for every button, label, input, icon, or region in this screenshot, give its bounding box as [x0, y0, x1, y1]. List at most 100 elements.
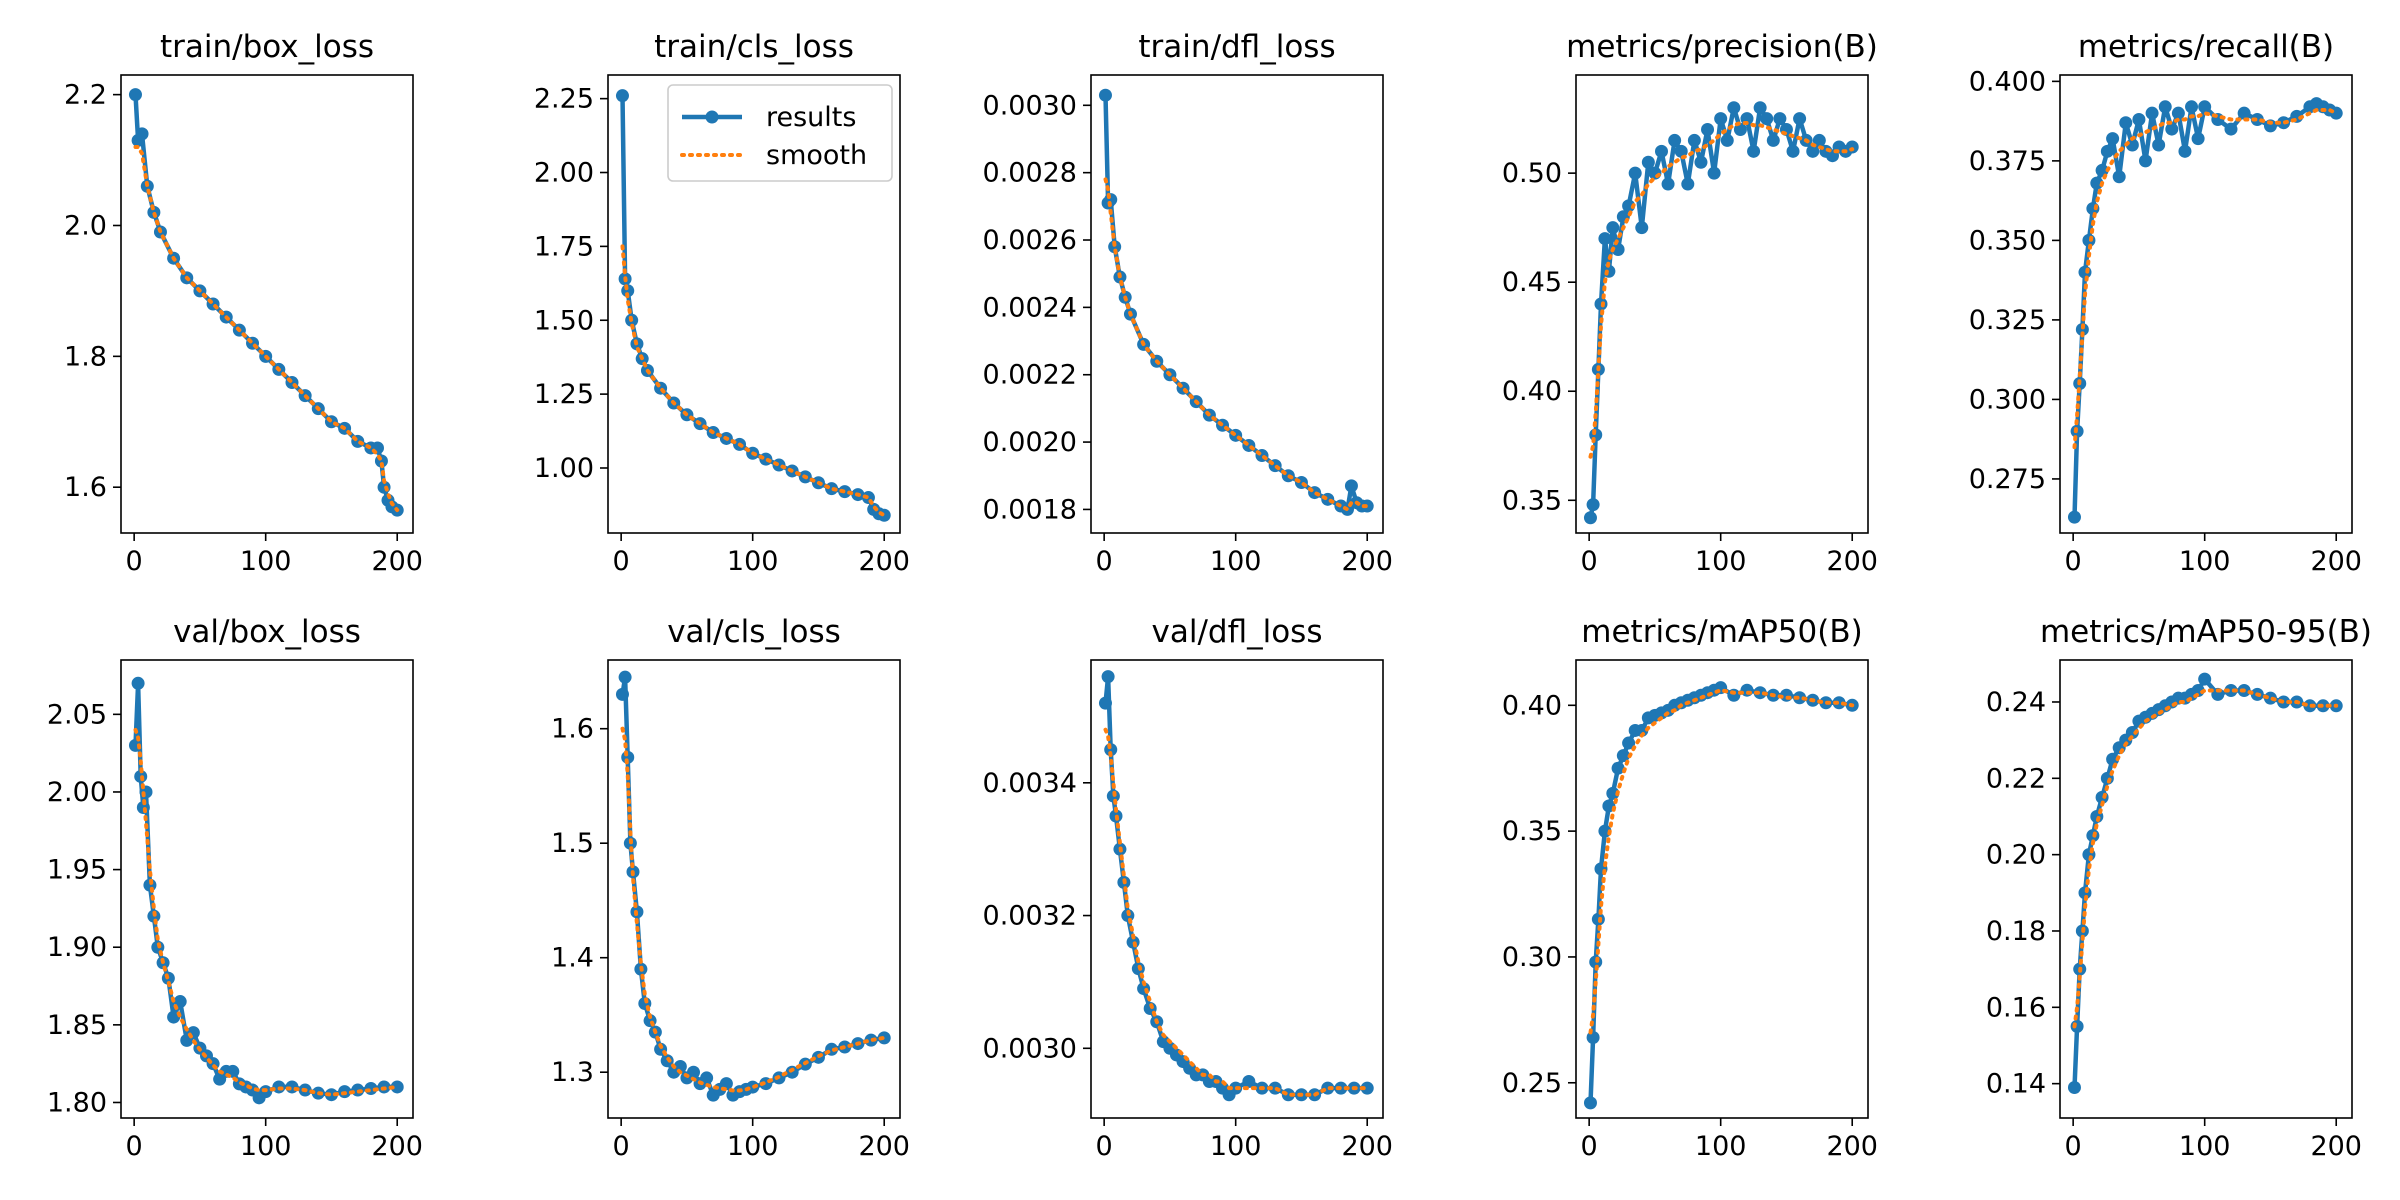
y-tick-label: 0.35 — [1502, 816, 1562, 847]
results-point — [1101, 670, 1115, 684]
y-tick-label: 0.0030 — [983, 1033, 1077, 1064]
x-tick-label: 200 — [858, 1131, 910, 1162]
results-point — [2178, 144, 2192, 158]
results-point — [2152, 138, 2166, 152]
results-point — [615, 89, 629, 103]
x-tick-label: 0 — [613, 1131, 630, 1162]
results-point — [2090, 176, 2104, 190]
y-tick-label: 0.35 — [1502, 485, 1562, 516]
results-point — [2165, 122, 2179, 136]
results-point — [1344, 479, 1358, 493]
subplot-title: val/cls_loss — [667, 614, 841, 650]
x-tick-label: 100 — [240, 546, 292, 577]
y-tick-label: 0.0024 — [983, 292, 1077, 323]
results-point — [1727, 101, 1741, 115]
results-point — [1714, 112, 1728, 126]
legend-results-marker — [705, 110, 719, 124]
results-point — [1611, 242, 1625, 256]
subplot-title: train/dfl_loss — [1138, 29, 1335, 65]
y-tick-label: 1.00 — [534, 453, 594, 484]
subplot-train_cls_loss: train/cls_loss 0 100 200 1.00 1.25 1.50 1.75 2.0… — [534, 29, 910, 577]
results-point — [1707, 166, 1721, 180]
x-tick-label: 0 — [1581, 1131, 1598, 1162]
y-tick-label: 0.0020 — [983, 427, 1077, 458]
results-line — [133, 681, 398, 1101]
y-tick-label: 1.95 — [47, 855, 107, 886]
subplot-title: val/dfl_loss — [1152, 614, 1323, 650]
smooth-line — [133, 727, 400, 1097]
y-tick-label: 0.0022 — [983, 360, 1077, 391]
y-tick-label: 1.50 — [534, 305, 594, 336]
results-point — [128, 88, 142, 102]
x-tick-label: 200 — [1341, 546, 1393, 577]
x-tick-label: 100 — [2179, 546, 2231, 577]
results-point — [2112, 170, 2126, 184]
x-tick-label: 200 — [2310, 546, 2362, 577]
smooth-line — [620, 726, 887, 1093]
results-point — [673, 1059, 687, 1073]
results-point — [1740, 683, 1754, 697]
results-point — [618, 670, 632, 684]
x-tick-label: 100 — [1695, 546, 1747, 577]
results-line — [2072, 101, 2338, 518]
results-point — [1321, 492, 1335, 506]
y-tick-label: 0.40 — [1502, 690, 1562, 721]
axes-frame — [1575, 74, 1869, 534]
subplot-title: train/box_loss — [160, 29, 374, 65]
results-point — [1806, 144, 1820, 158]
y-tick-label: 0.45 — [1502, 267, 1562, 298]
results-point — [390, 1080, 404, 1094]
y-tick-label: 2.0 — [64, 210, 107, 241]
x-tick-label: 0 — [1096, 546, 1113, 577]
smooth-line — [133, 145, 400, 513]
y-tick-label: 2.00 — [534, 158, 594, 189]
y-tick-label: 0.30 — [1502, 942, 1562, 973]
subplot-val_cls_loss: val/cls_loss 0 100 200 1.3 1.4 1.5 1.6 — [551, 614, 910, 1162]
results-point — [2145, 106, 2159, 120]
y-tick-label: 1.4 — [551, 943, 594, 974]
subplot-val_dfl_loss: val/dfl_loss 0 100 200 0.0030 0.0032 0.0034 — [983, 614, 1393, 1162]
results-point — [1753, 686, 1767, 700]
subplot-title: metrics/recall(B) — [2078, 29, 2334, 65]
results-point — [1583, 1096, 1597, 1110]
results-point — [2198, 672, 2212, 686]
y-tick-label: 0.50 — [1502, 158, 1562, 189]
axes-frame — [607, 74, 901, 534]
results-line — [1588, 105, 1854, 519]
x-tick-label: 100 — [1695, 1131, 1747, 1162]
results-point — [2138, 154, 2152, 168]
results-point — [1661, 177, 1675, 191]
x-tick-label: 0 — [126, 546, 143, 577]
x-tick-label: 200 — [371, 1131, 423, 1162]
results-point — [1681, 177, 1695, 191]
results-point — [660, 1054, 674, 1068]
y-tick-label: 1.25 — [534, 379, 594, 410]
x-tick-label: 0 — [126, 1131, 143, 1162]
axes-frame — [607, 659, 901, 1119]
y-tick-label: 0.0034 — [983, 768, 1077, 799]
x-tick-label: 100 — [2179, 1131, 2231, 1162]
x-tick-label: 100 — [1210, 1131, 1262, 1162]
results-point — [2158, 100, 2172, 114]
y-tick-label: 0.20 — [1986, 840, 2046, 871]
results-point — [1694, 155, 1708, 169]
results-line — [1103, 95, 1368, 512]
results-point — [2100, 144, 2114, 158]
subplot-metrics_map50: metrics/mAP50(B) 0 100 200 0.25 0.30 0.35 0.40 — [1502, 614, 1878, 1162]
y-tick-label: 0.18 — [1986, 916, 2046, 947]
x-tick-label: 200 — [858, 546, 910, 577]
x-tick-label: 0 — [2065, 546, 2082, 577]
results-point — [1766, 133, 1780, 147]
y-tick-label: 0.16 — [1986, 992, 2046, 1023]
y-tick-label: 0.0018 — [983, 494, 1077, 525]
results-point — [1720, 133, 1734, 147]
y-tick-label: 1.85 — [47, 1010, 107, 1041]
results-point — [1628, 166, 1642, 180]
y-tick-label: 0.40 — [1502, 376, 1562, 407]
results-point — [2185, 100, 2199, 114]
results-point — [2224, 684, 2238, 698]
axes-frame — [2059, 74, 2353, 534]
results-point — [186, 1026, 200, 1040]
results-point — [1606, 786, 1620, 800]
y-tick-label: 0.0030 — [983, 90, 1077, 121]
